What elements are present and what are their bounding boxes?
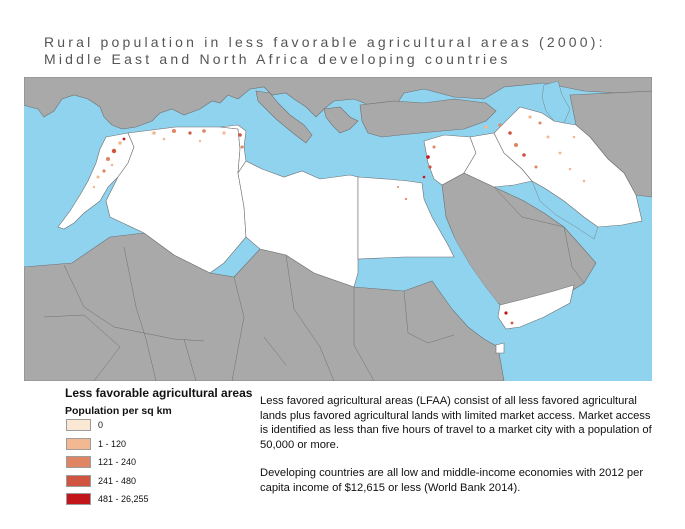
lfaa-density-yemen-egypt: [397, 186, 514, 325]
lfaa-density-levant: [422, 145, 436, 179]
african-borders: [43, 246, 455, 381]
italy: [255, 90, 313, 144]
iran: [493, 106, 643, 228]
map-title: Rural population in less favorable agric…: [44, 34, 606, 68]
legend-label: 1 - 120: [98, 438, 127, 449]
map-title-line-1: Rural population in less favorable agric…: [44, 34, 606, 50]
description-paragraph-2: Developing countries are all low and mid…: [260, 467, 644, 494]
map-canvas: [24, 77, 652, 381]
legend-swatch: [66, 493, 91, 505]
europe-landmass: [24, 77, 652, 130]
egypt: [357, 176, 455, 260]
legend-label: 121 - 240: [98, 457, 137, 467]
djibouti: [495, 342, 505, 354]
legend-swatch: [66, 419, 91, 431]
description-paragraph-1: Less favored agricultural areas (LFAA) c…: [260, 395, 652, 451]
legend-title: Less favorable agricultural areas: [65, 386, 253, 400]
legend-swatch: [66, 456, 91, 468]
mena-countries: [57, 106, 643, 354]
map-title-line-2: Middle East and North Africa developing …: [44, 51, 511, 67]
map-area: [24, 77, 652, 381]
legend-swatch: [66, 437, 91, 450]
legend-subtitle: Population per sq km: [65, 405, 172, 417]
legend-label: 481 - 26,255: [98, 494, 149, 504]
legend-label: 241 - 480: [98, 475, 137, 486]
red-sea: [424, 199, 504, 321]
turkey: [359, 98, 497, 138]
legend-label: 0: [98, 420, 104, 430]
lfaa-density-morocco: [92, 137, 126, 189]
lfaa-density-algeria-tunisia: [152, 129, 244, 149]
yemen: [497, 284, 575, 330]
saudi-borders: [493, 186, 585, 284]
greece: [323, 106, 359, 134]
legend-swatch: [66, 474, 91, 487]
lfaa-density-iraq-iran: [484, 115, 586, 183]
